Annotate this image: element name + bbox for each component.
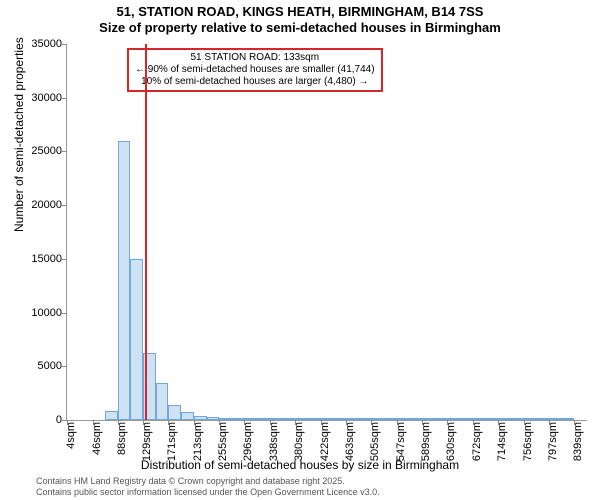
x-tick-label: 797sqm [547, 422, 559, 461]
histogram-bar [511, 418, 524, 420]
title-line-2: Size of property relative to semi-detach… [0, 20, 600, 36]
histogram-bar [257, 418, 270, 420]
x-tick-label: 296sqm [242, 422, 254, 461]
x-tick-label: 422sqm [319, 422, 331, 461]
callout-line-1: 51 STATION ROAD: 133sqm [135, 52, 375, 64]
histogram-bar [435, 418, 448, 420]
x-tick-label: 547sqm [395, 422, 407, 461]
y-tick-mark [62, 44, 67, 45]
title-line-1: 51, STATION ROAD, KINGS HEATH, BIRMINGHA… [0, 4, 600, 20]
x-tick-label: 756sqm [522, 422, 534, 461]
plot-area: 51 STATION ROAD: 133sqm ← 90% of semi-de… [66, 44, 587, 421]
histogram-bar [295, 418, 308, 420]
x-tick-label: 463sqm [344, 422, 356, 461]
histogram-bar [561, 418, 574, 420]
y-tick-mark [62, 313, 67, 314]
x-tick-label: 213sqm [192, 422, 204, 461]
y-tick-mark [62, 151, 67, 152]
x-tick-label: 46sqm [91, 422, 103, 455]
histogram-bar [346, 418, 359, 420]
histogram-bar [219, 418, 232, 420]
histogram-bar [460, 418, 473, 420]
y-tick-label: 35000 [22, 38, 62, 50]
histogram-bar [321, 418, 334, 420]
histogram-bar [359, 418, 372, 420]
y-tick-mark [62, 259, 67, 260]
histogram-bar [334, 418, 346, 420]
y-tick-label: 20000 [22, 199, 62, 211]
histogram-bar [524, 418, 536, 420]
histogram-bar [371, 418, 384, 420]
histogram-bar [270, 418, 283, 420]
y-tick-label: 5000 [22, 360, 62, 372]
x-tick-label: 630sqm [445, 422, 457, 461]
x-tick-label: 589sqm [420, 422, 432, 461]
y-tick-mark [62, 366, 67, 367]
callout-line-3: 10% of semi-detached houses are larger (… [135, 76, 375, 88]
histogram-bar [447, 418, 460, 420]
histogram-bar [498, 418, 511, 420]
y-tick-label: 0 [22, 414, 62, 426]
x-tick-label: 505sqm [369, 422, 381, 461]
histogram-bar [549, 418, 562, 420]
chart-root: 51, STATION ROAD, KINGS HEATH, BIRMINGHA… [0, 0, 600, 500]
histogram-bar [168, 405, 181, 420]
x-tick-label: 129sqm [141, 422, 153, 461]
histogram-bar [486, 418, 499, 420]
histogram-bar [181, 412, 194, 420]
x-tick-label: 255sqm [217, 422, 229, 461]
x-tick-label: 839sqm [572, 422, 584, 461]
x-axis-label: Distribution of semi-detached houses by … [0, 458, 600, 472]
callout-box: 51 STATION ROAD: 133sqm ← 90% of semi-de… [127, 48, 383, 92]
chart-title: 51, STATION ROAD, KINGS HEATH, BIRMINGHA… [0, 0, 600, 37]
footer-line-1: Contains HM Land Registry data © Crown c… [36, 476, 380, 487]
histogram-bar [207, 417, 220, 420]
histogram-bar [422, 418, 434, 420]
histogram-bar [283, 418, 296, 420]
histogram-bar [244, 418, 257, 420]
y-tick-label: 30000 [22, 92, 62, 104]
histogram-bar [156, 383, 169, 420]
histogram-bar [232, 418, 244, 420]
y-tick-mark [62, 98, 67, 99]
histogram-bar [410, 418, 423, 420]
histogram-bar [308, 418, 321, 420]
histogram-bar [473, 418, 486, 420]
y-tick-label: 15000 [22, 253, 62, 265]
histogram-bar [105, 411, 118, 420]
x-tick-label: 338sqm [268, 422, 280, 461]
histogram-bar [118, 141, 130, 420]
x-tick-label: 88sqm [116, 422, 128, 455]
histogram-bar [384, 418, 397, 420]
x-tick-label: 380sqm [293, 422, 305, 461]
y-tick-label: 10000 [22, 307, 62, 319]
y-tick-label: 25000 [22, 145, 62, 157]
x-tick-label: 171sqm [166, 422, 178, 461]
x-tick-label: 714sqm [496, 422, 508, 461]
histogram-bar [397, 418, 410, 420]
marker-line [145, 44, 147, 420]
callout-line-2: ← 90% of semi-detached houses are smalle… [135, 64, 375, 76]
footer-line-2: Contains public sector information licen… [36, 487, 380, 498]
y-tick-mark [62, 205, 67, 206]
x-tick-label: 672sqm [471, 422, 483, 461]
histogram-bar [130, 259, 143, 420]
x-tick-label: 4sqm [65, 422, 77, 449]
footer: Contains HM Land Registry data © Crown c… [36, 476, 380, 498]
histogram-bar [536, 418, 549, 420]
histogram-bar [194, 416, 207, 420]
